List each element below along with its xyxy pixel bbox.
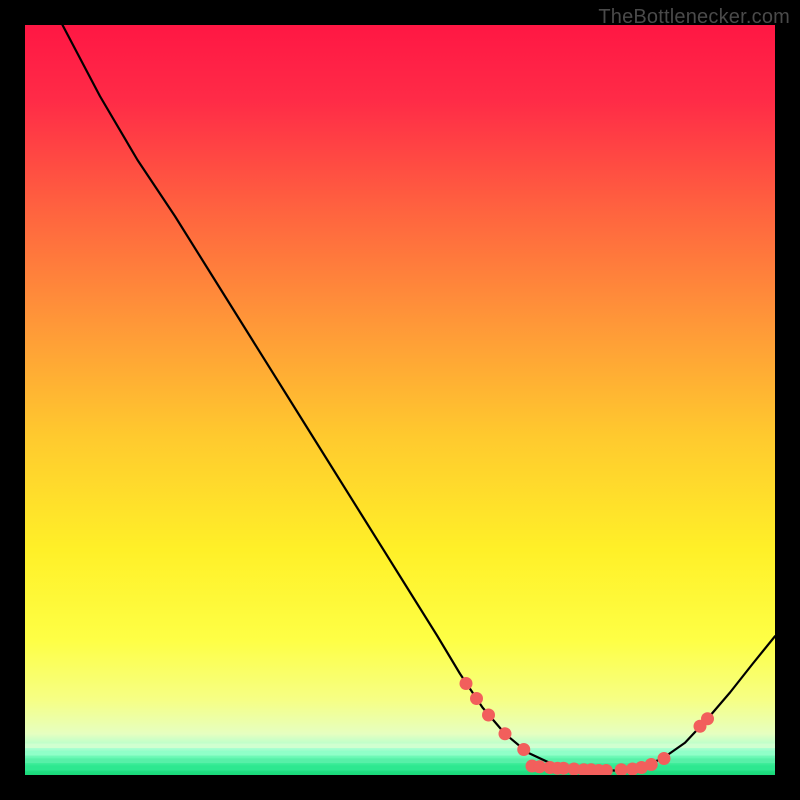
curve-layer [25, 25, 775, 775]
data-marker [645, 758, 658, 771]
data-marker [615, 763, 628, 775]
data-marker [470, 692, 483, 705]
plot-area [25, 25, 775, 775]
data-marker [482, 709, 495, 722]
bottleneck-curve [63, 25, 776, 771]
data-marker [460, 677, 473, 690]
data-marker [701, 712, 714, 725]
chart-container: TheBottlenecker.com [0, 0, 800, 800]
data-marker [517, 743, 530, 756]
data-marker [499, 727, 512, 740]
data-marker [658, 752, 671, 765]
